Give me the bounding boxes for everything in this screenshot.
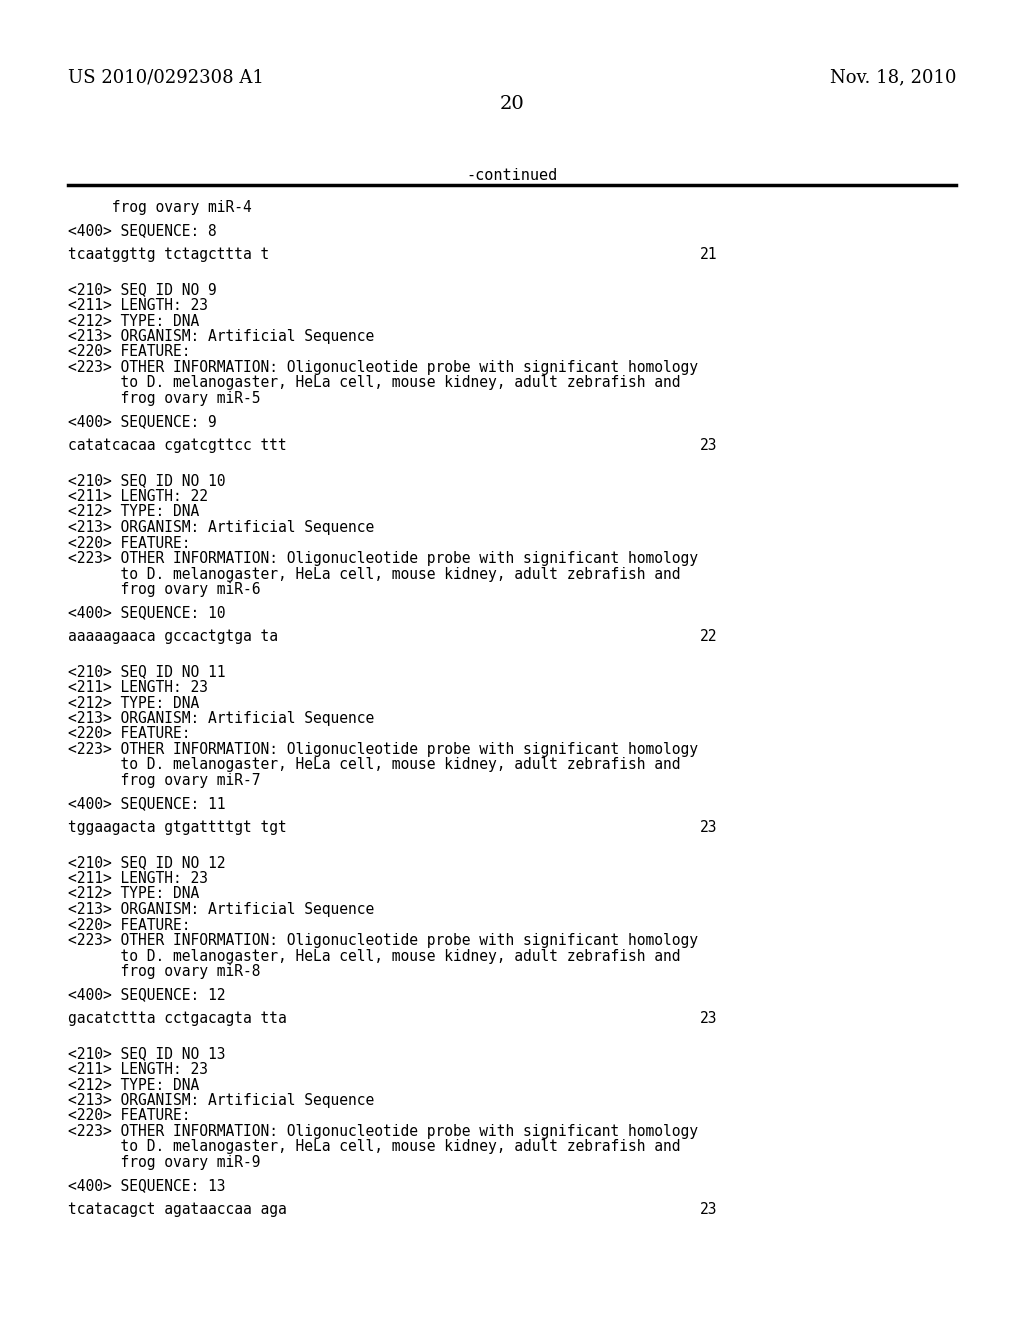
Text: <213> ORGANISM: Artificial Sequence: <213> ORGANISM: Artificial Sequence xyxy=(68,902,374,917)
Text: <220> FEATURE:: <220> FEATURE: xyxy=(68,917,190,932)
Text: <400> SEQUENCE: 8: <400> SEQUENCE: 8 xyxy=(68,223,217,239)
Text: 20: 20 xyxy=(500,95,524,114)
Text: <213> ORGANISM: Artificial Sequence: <213> ORGANISM: Artificial Sequence xyxy=(68,329,374,345)
Text: <220> FEATURE:: <220> FEATURE: xyxy=(68,536,190,550)
Text: US 2010/0292308 A1: US 2010/0292308 A1 xyxy=(68,69,264,86)
Text: <210> SEQ ID NO 9: <210> SEQ ID NO 9 xyxy=(68,282,217,297)
Text: <223> OTHER INFORMATION: Oligonucleotide probe with significant homology: <223> OTHER INFORMATION: Oligonucleotide… xyxy=(68,933,698,948)
Text: -continued: -continued xyxy=(466,168,558,183)
Text: frog ovary miR-4: frog ovary miR-4 xyxy=(68,201,252,215)
Text: <400> SEQUENCE: 13: <400> SEQUENCE: 13 xyxy=(68,1179,225,1193)
Text: <210> SEQ ID NO 11: <210> SEQ ID NO 11 xyxy=(68,664,225,680)
Text: <212> TYPE: DNA: <212> TYPE: DNA xyxy=(68,887,200,902)
Text: Nov. 18, 2010: Nov. 18, 2010 xyxy=(829,69,956,86)
Text: <220> FEATURE:: <220> FEATURE: xyxy=(68,345,190,359)
Text: <212> TYPE: DNA: <212> TYPE: DNA xyxy=(68,504,200,520)
Text: to D. melanogaster, HeLa cell, mouse kidney, adult zebrafish and: to D. melanogaster, HeLa cell, mouse kid… xyxy=(68,566,681,582)
Text: <400> SEQUENCE: 11: <400> SEQUENCE: 11 xyxy=(68,796,225,812)
Text: 23: 23 xyxy=(700,1203,718,1217)
Text: frog ovary miR-5: frog ovary miR-5 xyxy=(68,391,260,407)
Text: <211> LENGTH: 23: <211> LENGTH: 23 xyxy=(68,680,208,696)
Text: 22: 22 xyxy=(700,630,718,644)
Text: <223> OTHER INFORMATION: Oligonucleotide probe with significant homology: <223> OTHER INFORMATION: Oligonucleotide… xyxy=(68,360,698,375)
Text: <223> OTHER INFORMATION: Oligonucleotide probe with significant homology: <223> OTHER INFORMATION: Oligonucleotide… xyxy=(68,1125,698,1139)
Text: frog ovary miR-7: frog ovary miR-7 xyxy=(68,774,260,788)
Text: <210> SEQ ID NO 10: <210> SEQ ID NO 10 xyxy=(68,474,225,488)
Text: <211> LENGTH: 23: <211> LENGTH: 23 xyxy=(68,871,208,886)
Text: <213> ORGANISM: Artificial Sequence: <213> ORGANISM: Artificial Sequence xyxy=(68,711,374,726)
Text: <400> SEQUENCE: 12: <400> SEQUENCE: 12 xyxy=(68,987,225,1002)
Text: <210> SEQ ID NO 12: <210> SEQ ID NO 12 xyxy=(68,855,225,870)
Text: <211> LENGTH: 23: <211> LENGTH: 23 xyxy=(68,1063,208,1077)
Text: <223> OTHER INFORMATION: Oligonucleotide probe with significant homology: <223> OTHER INFORMATION: Oligonucleotide… xyxy=(68,742,698,756)
Text: to D. melanogaster, HeLa cell, mouse kidney, adult zebrafish and: to D. melanogaster, HeLa cell, mouse kid… xyxy=(68,1139,681,1155)
Text: 23: 23 xyxy=(700,820,718,836)
Text: frog ovary miR-9: frog ovary miR-9 xyxy=(68,1155,260,1170)
Text: <212> TYPE: DNA: <212> TYPE: DNA xyxy=(68,314,200,329)
Text: <211> LENGTH: 22: <211> LENGTH: 22 xyxy=(68,488,208,504)
Text: <400> SEQUENCE: 10: <400> SEQUENCE: 10 xyxy=(68,606,225,620)
Text: <210> SEQ ID NO 13: <210> SEQ ID NO 13 xyxy=(68,1047,225,1061)
Text: <211> LENGTH: 23: <211> LENGTH: 23 xyxy=(68,298,208,313)
Text: tggaagacta gtgattttgt tgt: tggaagacta gtgattttgt tgt xyxy=(68,820,287,836)
Text: <213> ORGANISM: Artificial Sequence: <213> ORGANISM: Artificial Sequence xyxy=(68,1093,374,1107)
Text: frog ovary miR-6: frog ovary miR-6 xyxy=(68,582,260,597)
Text: to D. melanogaster, HeLa cell, mouse kidney, adult zebrafish and: to D. melanogaster, HeLa cell, mouse kid… xyxy=(68,758,681,772)
Text: 23: 23 xyxy=(700,1011,718,1026)
Text: <212> TYPE: DNA: <212> TYPE: DNA xyxy=(68,696,200,710)
Text: <220> FEATURE:: <220> FEATURE: xyxy=(68,726,190,742)
Text: <220> FEATURE:: <220> FEATURE: xyxy=(68,1109,190,1123)
Text: to D. melanogaster, HeLa cell, mouse kidney, adult zebrafish and: to D. melanogaster, HeLa cell, mouse kid… xyxy=(68,949,681,964)
Text: gacatcttta cctgacagta tta: gacatcttta cctgacagta tta xyxy=(68,1011,287,1026)
Text: 21: 21 xyxy=(700,247,718,261)
Text: 23: 23 xyxy=(700,438,718,453)
Text: to D. melanogaster, HeLa cell, mouse kidney, adult zebrafish and: to D. melanogaster, HeLa cell, mouse kid… xyxy=(68,375,681,391)
Text: tcaatggttg tctagcttta t: tcaatggttg tctagcttta t xyxy=(68,247,269,261)
Text: tcatacagct agataaccaa aga: tcatacagct agataaccaa aga xyxy=(68,1203,287,1217)
Text: aaaaagaaca gccactgtga ta: aaaaagaaca gccactgtga ta xyxy=(68,630,278,644)
Text: <213> ORGANISM: Artificial Sequence: <213> ORGANISM: Artificial Sequence xyxy=(68,520,374,535)
Text: <400> SEQUENCE: 9: <400> SEQUENCE: 9 xyxy=(68,414,217,429)
Text: catatcacaa cgatcgttcc ttt: catatcacaa cgatcgttcc ttt xyxy=(68,438,287,453)
Text: <212> TYPE: DNA: <212> TYPE: DNA xyxy=(68,1077,200,1093)
Text: <223> OTHER INFORMATION: Oligonucleotide probe with significant homology: <223> OTHER INFORMATION: Oligonucleotide… xyxy=(68,550,698,566)
Text: frog ovary miR-8: frog ovary miR-8 xyxy=(68,964,260,979)
